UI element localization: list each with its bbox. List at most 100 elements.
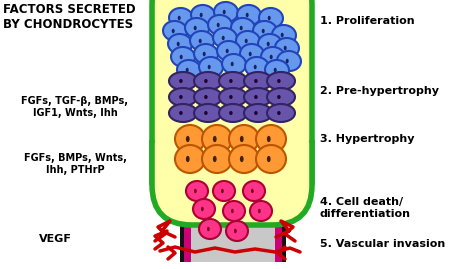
Ellipse shape — [286, 59, 289, 63]
Ellipse shape — [265, 60, 289, 80]
Ellipse shape — [277, 51, 301, 71]
Ellipse shape — [254, 79, 258, 83]
Text: VEGF: VEGF — [38, 234, 72, 244]
Ellipse shape — [177, 60, 201, 80]
Ellipse shape — [208, 65, 211, 69]
Ellipse shape — [194, 88, 222, 106]
Ellipse shape — [229, 79, 233, 83]
Ellipse shape — [243, 181, 265, 201]
Text: 3. Hypertrophy: 3. Hypertrophy — [320, 134, 414, 144]
Bar — [184, 174, 282, 262]
Ellipse shape — [199, 39, 202, 43]
Ellipse shape — [194, 26, 197, 30]
Ellipse shape — [223, 201, 245, 221]
Ellipse shape — [217, 41, 241, 61]
Text: FGFs, TGF-β, BMPs,
IGF1, Wnts, Ihh: FGFs, TGF-β, BMPs, IGF1, Wnts, Ihh — [21, 96, 128, 118]
Ellipse shape — [240, 26, 243, 30]
Text: FACTORS SECRETED
BY CHONDROCYTES: FACTORS SECRETED BY CHONDROCYTES — [3, 3, 136, 31]
Ellipse shape — [186, 136, 190, 142]
Ellipse shape — [185, 18, 209, 38]
Ellipse shape — [213, 136, 217, 142]
Ellipse shape — [194, 104, 222, 122]
Ellipse shape — [171, 47, 195, 67]
Ellipse shape — [193, 199, 215, 219]
Ellipse shape — [222, 54, 246, 74]
Ellipse shape — [267, 104, 295, 122]
Ellipse shape — [256, 125, 286, 153]
Ellipse shape — [240, 136, 244, 142]
Text: 1. Proliferation: 1. Proliferation — [320, 16, 415, 26]
Ellipse shape — [267, 72, 295, 90]
Ellipse shape — [179, 95, 182, 99]
Ellipse shape — [231, 18, 255, 38]
Ellipse shape — [179, 111, 182, 115]
Text: FGFs, BMPs, Wnts,
Ihh, PTHrP: FGFs, BMPs, Wnts, Ihh, PTHrP — [24, 153, 127, 175]
Ellipse shape — [262, 29, 264, 33]
Ellipse shape — [229, 125, 259, 153]
Ellipse shape — [180, 55, 182, 59]
Ellipse shape — [251, 189, 254, 193]
Text: 5. Vascular invasion: 5. Vascular invasion — [320, 239, 445, 249]
Text: 4. Cell death/
differentiation: 4. Cell death/ differentiation — [320, 197, 411, 219]
Ellipse shape — [217, 23, 220, 27]
Ellipse shape — [275, 38, 299, 58]
Ellipse shape — [231, 209, 234, 213]
Ellipse shape — [277, 79, 281, 83]
Ellipse shape — [246, 13, 249, 17]
Ellipse shape — [236, 31, 260, 51]
Ellipse shape — [172, 29, 175, 33]
Ellipse shape — [219, 72, 247, 90]
Ellipse shape — [229, 95, 233, 99]
Ellipse shape — [199, 57, 223, 77]
Ellipse shape — [258, 209, 261, 213]
Ellipse shape — [204, 79, 208, 83]
Ellipse shape — [284, 46, 287, 50]
Ellipse shape — [254, 95, 258, 99]
Ellipse shape — [204, 111, 208, 115]
Bar — [275, 174, 282, 262]
Ellipse shape — [186, 156, 190, 162]
Ellipse shape — [208, 15, 232, 35]
Ellipse shape — [261, 47, 285, 67]
Ellipse shape — [256, 145, 286, 173]
Ellipse shape — [194, 44, 218, 64]
Ellipse shape — [204, 95, 208, 99]
Ellipse shape — [202, 125, 232, 153]
Ellipse shape — [169, 72, 197, 90]
Bar — [184, 174, 191, 262]
Ellipse shape — [249, 52, 252, 56]
Ellipse shape — [231, 62, 234, 66]
Ellipse shape — [213, 156, 217, 162]
Ellipse shape — [250, 201, 272, 221]
Ellipse shape — [267, 136, 271, 142]
Ellipse shape — [169, 104, 197, 122]
Ellipse shape — [169, 88, 197, 106]
Ellipse shape — [258, 34, 282, 54]
Text: 2. Pre-hypertrophy: 2. Pre-hypertrophy — [320, 86, 439, 96]
Ellipse shape — [213, 28, 237, 48]
Bar — [180, 174, 184, 262]
Bar — [282, 174, 286, 262]
Ellipse shape — [175, 125, 205, 153]
Ellipse shape — [229, 145, 259, 173]
Ellipse shape — [219, 104, 247, 122]
Ellipse shape — [223, 10, 226, 14]
Ellipse shape — [254, 111, 258, 115]
Ellipse shape — [177, 42, 180, 46]
Ellipse shape — [245, 57, 269, 77]
Ellipse shape — [268, 16, 271, 20]
Ellipse shape — [175, 145, 205, 173]
Ellipse shape — [270, 55, 273, 59]
Ellipse shape — [169, 8, 193, 28]
Ellipse shape — [277, 95, 281, 99]
Ellipse shape — [203, 52, 206, 56]
Ellipse shape — [186, 181, 208, 201]
Ellipse shape — [259, 8, 283, 28]
Ellipse shape — [163, 21, 187, 41]
Ellipse shape — [191, 5, 215, 25]
Ellipse shape — [254, 65, 257, 69]
Ellipse shape — [272, 25, 296, 45]
Ellipse shape — [190, 31, 214, 51]
Ellipse shape — [222, 36, 225, 40]
Ellipse shape — [221, 189, 224, 193]
